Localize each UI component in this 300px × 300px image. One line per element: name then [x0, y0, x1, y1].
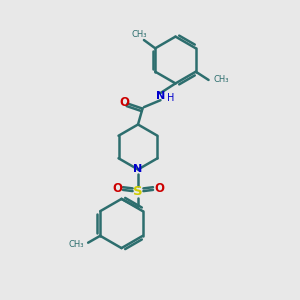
Text: N: N	[134, 164, 142, 175]
Text: H: H	[167, 93, 175, 103]
Text: O: O	[119, 95, 130, 109]
Text: CH₃: CH₃	[132, 29, 147, 38]
Text: S: S	[133, 184, 143, 198]
Text: O: O	[154, 182, 164, 195]
Text: CH₃: CH₃	[214, 76, 229, 85]
Text: N: N	[157, 91, 166, 101]
Text: CH₃: CH₃	[68, 240, 84, 249]
Text: O: O	[112, 182, 122, 195]
